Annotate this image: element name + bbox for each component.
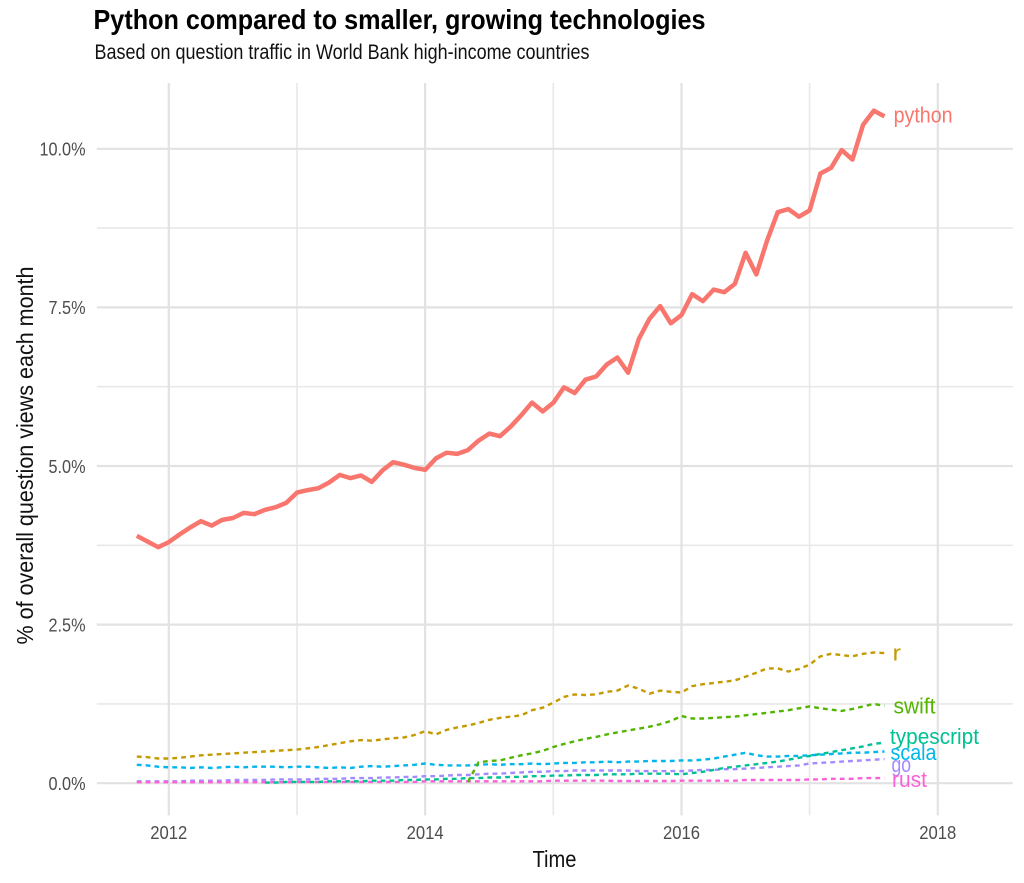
svg-text:7.5%: 7.5% bbox=[49, 298, 86, 318]
svg-text:swift: swift bbox=[894, 694, 936, 719]
svg-text:0.0%: 0.0% bbox=[49, 774, 86, 794]
svg-text:5.0%: 5.0% bbox=[49, 457, 86, 477]
svg-text:rust: rust bbox=[892, 767, 927, 792]
svg-text:typescript: typescript bbox=[890, 724, 979, 749]
svg-text:2018: 2018 bbox=[919, 823, 956, 843]
svg-text:Python compared to smaller, gr: Python compared to smaller, growing tech… bbox=[94, 4, 706, 35]
svg-text:r: r bbox=[893, 641, 902, 666]
svg-text:go: go bbox=[892, 752, 912, 777]
svg-text:2014: 2014 bbox=[407, 823, 444, 843]
svg-text:10.0%: 10.0% bbox=[40, 140, 86, 160]
svg-text:% of overall question views ea: % of overall question views each month bbox=[12, 267, 38, 645]
svg-text:2012: 2012 bbox=[150, 823, 187, 843]
svg-text:python: python bbox=[894, 103, 953, 128]
svg-text:Based on question traffic in W: Based on question traffic in World Bank … bbox=[95, 41, 590, 64]
svg-text:2.5%: 2.5% bbox=[49, 615, 86, 635]
svg-text:Time: Time bbox=[533, 846, 577, 872]
svg-text:scala: scala bbox=[891, 740, 938, 765]
svg-text:2016: 2016 bbox=[663, 823, 700, 843]
